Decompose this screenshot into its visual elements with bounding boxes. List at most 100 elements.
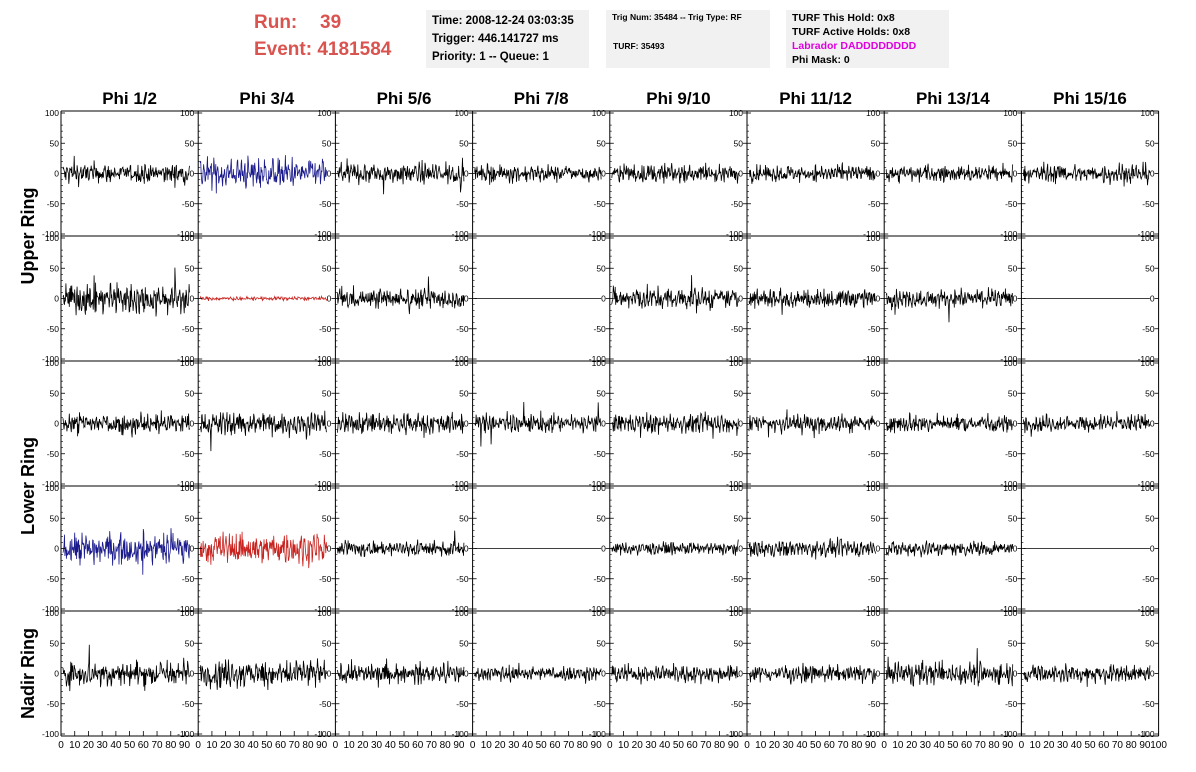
y-tick-label: 100: [180, 608, 194, 618]
y-tick-label: 0: [1150, 419, 1155, 429]
x-tick-label: 20: [906, 740, 918, 751]
x-tick-label: 30: [783, 740, 795, 751]
time-line: Time: 2008-12-24 03:03:35: [432, 15, 574, 27]
y-tick-label: 50: [185, 138, 195, 148]
y-tick-label: 100: [45, 608, 59, 618]
y-tick-label: 50: [871, 638, 881, 648]
y-tick-label: 100: [454, 608, 468, 618]
y-tick-label: 50: [871, 513, 881, 523]
x-tick-label: 70: [700, 740, 712, 751]
y-tick-label: -100: [177, 229, 194, 239]
labrador-line: Labrador DADDDDDDDD: [792, 40, 917, 52]
y-tick-label: 0: [601, 419, 606, 429]
y-tick-label: -50: [319, 699, 332, 709]
x-tick-label: 20: [494, 740, 506, 751]
x-tick-label: 20: [220, 740, 232, 751]
x-tick-label: 30: [371, 740, 383, 751]
x-tick-label: 60: [1098, 740, 1110, 751]
waveform-trace: [199, 410, 328, 452]
y-tick-label: 0: [601, 544, 606, 554]
y-tick-label: -100: [1138, 604, 1155, 614]
y-tick-label: 100: [45, 233, 59, 243]
y-tick-label: 0: [1150, 169, 1155, 179]
y-tick-label: 100: [317, 608, 331, 618]
x-tick-label: 10: [206, 740, 218, 751]
y-tick-label: 100: [317, 483, 331, 493]
y-tick-label: -50: [456, 324, 469, 334]
priority-line: Priority: 1 -- Queue: 1: [432, 51, 549, 63]
y-tick-label: 50: [50, 638, 60, 648]
x-tick-label: 30: [645, 740, 657, 751]
y-tick-label: 0: [327, 669, 332, 679]
x-tick-label: 40: [522, 740, 534, 751]
waveform-trace: [885, 162, 1014, 184]
y-tick-label: 100: [180, 108, 194, 118]
y-tick-label: 0: [189, 669, 194, 679]
x-tick-label: 40: [110, 740, 122, 751]
y-tick-label: 0: [875, 669, 880, 679]
x-tick-label: 90: [728, 740, 740, 751]
x-tick-label: 10: [755, 740, 767, 751]
y-tick-label: 50: [1145, 513, 1155, 523]
y-tick-label: -100: [589, 354, 606, 364]
y-tick-label: 50: [185, 638, 195, 648]
y-tick-label: -100: [726, 479, 743, 489]
y-tick-label: 0: [1013, 544, 1018, 554]
y-tick-label: 0: [601, 169, 606, 179]
y-tick-label: 0: [875, 544, 880, 554]
waveform-trace: [337, 157, 465, 195]
y-tick-label: -100: [1000, 229, 1017, 239]
waveform-trace: [611, 539, 739, 556]
y-tick-label: 50: [596, 513, 606, 523]
y-tick-label: -50: [1005, 699, 1018, 709]
y-tick-label: -50: [731, 324, 744, 334]
x-tick-label: 80: [165, 740, 177, 751]
x-tick-label: 70: [151, 740, 163, 751]
y-tick-label: -50: [182, 449, 195, 459]
waveform-trace: [62, 155, 190, 188]
x-tick-label: 50: [673, 740, 685, 751]
y-tick-label: 50: [596, 263, 606, 273]
y-tick-label: 0: [1013, 294, 1018, 304]
y-tick-label: 50: [50, 513, 60, 523]
y-tick-label: -50: [182, 699, 195, 709]
x-tick-label: 0: [1019, 740, 1025, 751]
x-tick-label: 30: [97, 740, 109, 751]
x-tick-label: 70: [289, 740, 301, 751]
y-tick-label: 0: [875, 419, 880, 429]
waveform-trace: [611, 411, 739, 439]
waveform-trace: [611, 162, 739, 184]
waveform-trace: [62, 267, 190, 317]
y-tick-label: 0: [875, 169, 880, 179]
phi-mask-line: Phi Mask: 0: [792, 54, 850, 66]
y-tick-label: -50: [594, 324, 607, 334]
y-tick-label: -50: [594, 574, 607, 584]
y-tick-label: 50: [734, 263, 744, 273]
x-tick-label: 80: [440, 740, 452, 751]
y-tick-label: 50: [459, 638, 469, 648]
y-tick-label: -100: [42, 229, 59, 239]
waveform-trace: [337, 530, 465, 557]
y-tick-label: 0: [327, 419, 332, 429]
y-tick-label: -100: [452, 479, 469, 489]
x-tick-label: 70: [426, 740, 438, 751]
y-tick-label: -50: [731, 699, 744, 709]
y-tick-label: 0: [327, 544, 332, 554]
y-tick-label: 50: [459, 513, 469, 523]
x-tick-label: 50: [124, 740, 136, 751]
x-tick-label: 0: [607, 740, 613, 751]
x-tick-label: 30: [508, 740, 520, 751]
y-tick-label: -50: [1005, 324, 1018, 334]
y-tick-label: 0: [189, 544, 194, 554]
y-tick-label: 100: [317, 108, 331, 118]
x-tick-label: 40: [385, 740, 397, 751]
y-tick-label: -100: [42, 729, 59, 739]
column-title: Phi 7/8: [514, 89, 569, 108]
y-tick-label: 50: [734, 513, 744, 523]
y-tick-label: -100: [726, 604, 743, 614]
x-tick-label: 10: [1030, 740, 1042, 751]
x-tick-label: 80: [851, 740, 863, 751]
trig-panel: Trig Num: 35484 -- Trig Type: RF TURF: 3…: [606, 10, 770, 68]
y-tick-label: 50: [322, 638, 332, 648]
